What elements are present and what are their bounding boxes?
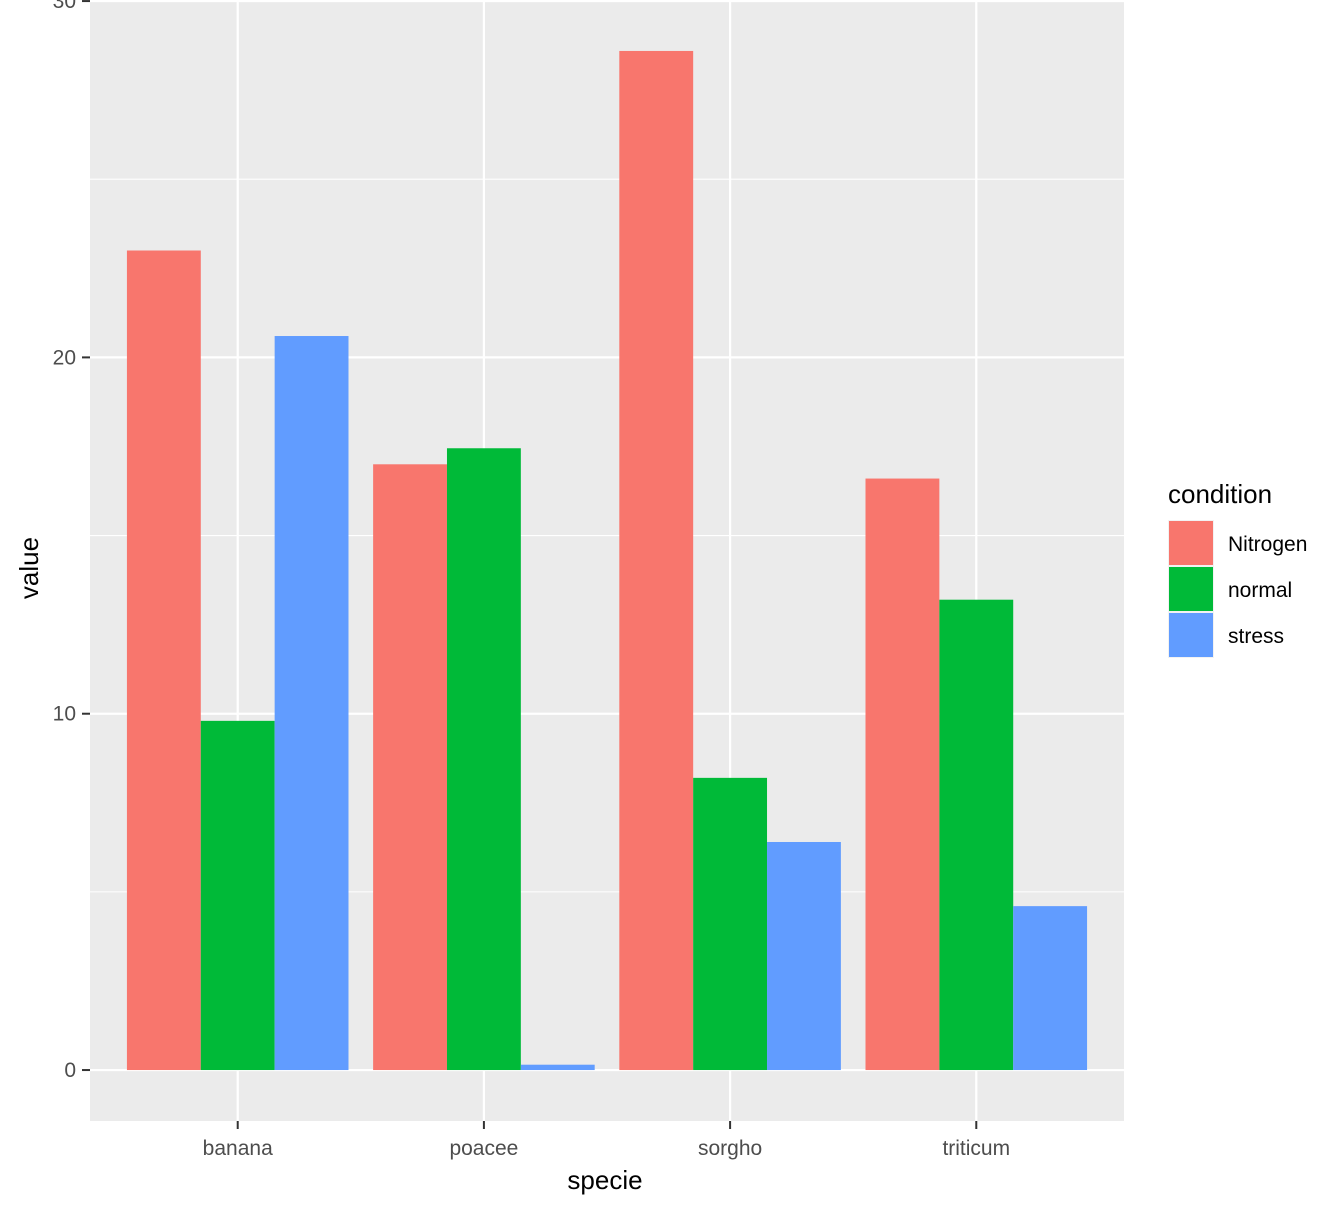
x-tick-label: sorgho (698, 1137, 762, 1160)
bar-nitrogen-sorgho (619, 50, 694, 1071)
x-axis: banana poacee sorgho triticum (203, 1121, 1010, 1160)
y-tick-label: 30 (53, 0, 76, 13)
y-axis-title: value (14, 537, 44, 599)
legend: condition Nitrogen normal stress (1168, 479, 1307, 658)
legend-label-stress: stress (1228, 625, 1284, 648)
y-tick-label: 10 (53, 703, 76, 726)
x-axis-title: specie (567, 1165, 642, 1195)
bar-nitrogen-triticum (865, 478, 940, 1071)
bar-normal-triticum (939, 599, 1014, 1071)
x-tick-label: poacee (449, 1137, 518, 1160)
x-tick-label: triticum (942, 1137, 1010, 1160)
legend-key-stress (1169, 613, 1213, 657)
legend-key-normal (1169, 567, 1213, 611)
bar-normal-banana (200, 720, 275, 1071)
bar-normal-poacee (446, 448, 521, 1071)
x-tick-label: banana (203, 1137, 273, 1160)
bar-nitrogen-banana (126, 250, 201, 1071)
bar-stress-triticum (1013, 906, 1088, 1071)
bar-normal-sorgho (693, 777, 768, 1071)
legend-title: condition (1168, 479, 1272, 509)
legend-key-nitrogen (1169, 521, 1213, 565)
bar-stress-sorgho (767, 841, 841, 1071)
y-tick-label: 20 (53, 346, 76, 369)
legend-label-normal: normal (1228, 579, 1292, 602)
legend-label-nitrogen: Nitrogen (1228, 533, 1307, 556)
y-tick-label: 0 (64, 1059, 76, 1082)
bar-nitrogen-poacee (373, 464, 447, 1071)
bar-stress-banana (274, 336, 349, 1071)
bar-stress-poacee (520, 1064, 595, 1071)
y-axis: 0 10 20 30 (53, 0, 90, 1082)
bars (126, 50, 1088, 1071)
